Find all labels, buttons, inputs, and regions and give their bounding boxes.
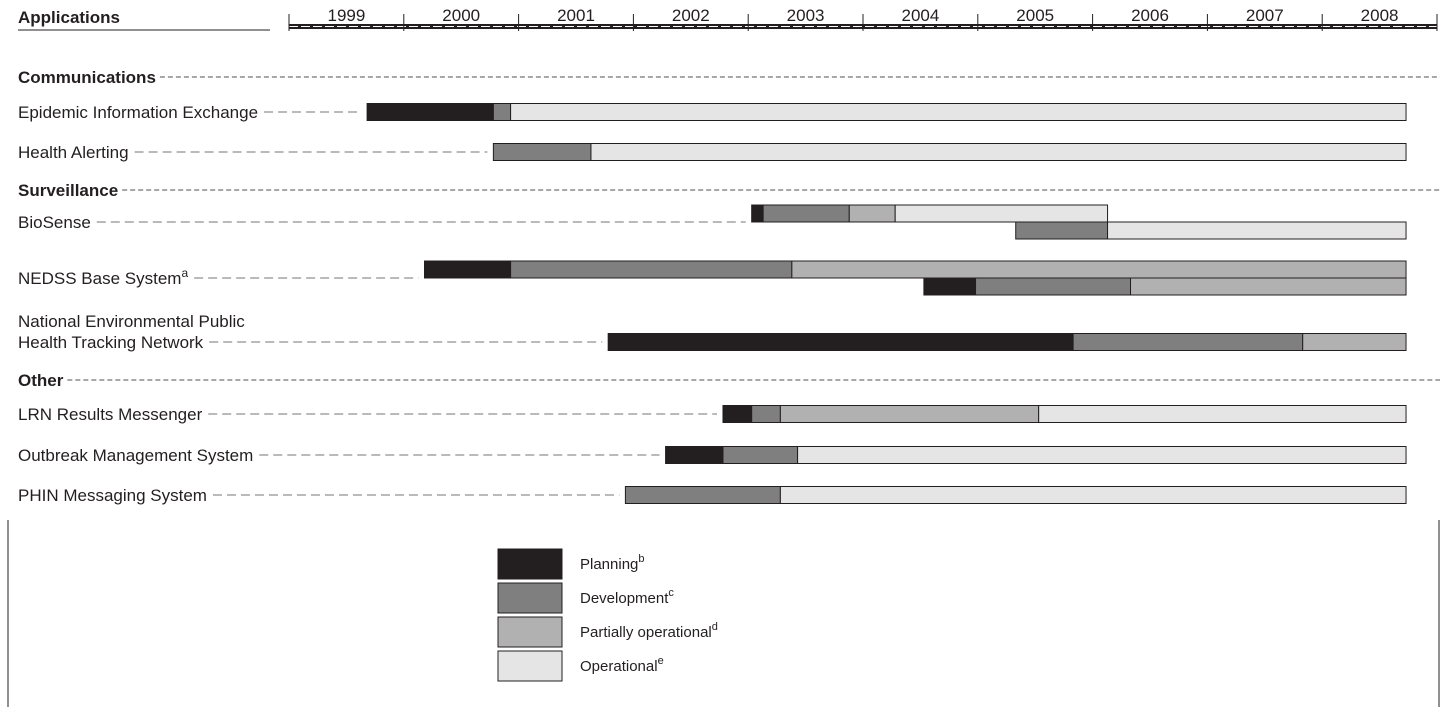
row-label: LRN Results Messenger	[18, 405, 203, 424]
row-label: PHIN Messaging System	[18, 486, 207, 505]
row-label: Epidemic Information Exchange	[18, 103, 258, 122]
row-label: Outbreak Management System	[18, 446, 253, 465]
row-1-0-track2-segment-operational	[1107, 221, 1407, 240]
row-1-0-track2-segment-development	[1015, 221, 1109, 240]
year-label: 2007	[1246, 6, 1284, 25]
row-2-1-segment-operational	[797, 446, 1407, 464]
row-2-1-segment-development	[722, 446, 799, 464]
row-label: Health Alerting	[18, 143, 129, 162]
legend-superscript: c	[668, 587, 674, 599]
row-2-2-segment-development	[624, 486, 781, 504]
legend-swatch-operational	[497, 650, 563, 682]
legend-swatch-development	[497, 582, 563, 614]
row-1-1-segment-partial	[791, 260, 1407, 279]
row-1-1-segment-planning	[424, 260, 512, 279]
row-1-0-segment-operational	[894, 204, 1109, 223]
legend-superscript: b	[638, 553, 644, 565]
year-label: 2006	[1131, 6, 1169, 25]
year-label: 2003	[787, 6, 825, 25]
year-label: 2000	[442, 6, 480, 25]
row-label: NEDSS Base Systema	[18, 266, 188, 288]
legend-label-development: Developmentc	[580, 587, 674, 607]
group-title: Communications	[18, 68, 156, 87]
year-label: 2002	[672, 6, 710, 25]
legend-label-planning: Planningb	[580, 553, 645, 573]
year-label: 1999	[327, 6, 365, 25]
year-label: 2001	[557, 6, 595, 25]
row-2-0-segment-partial	[779, 405, 1040, 423]
row-0-1-segment-operational	[590, 143, 1407, 161]
row-2-0-segment-operational	[1038, 405, 1407, 423]
row-1-0-segment-planning	[751, 204, 764, 223]
row-label: BioSense	[18, 213, 91, 232]
year-label: 2005	[1016, 6, 1054, 25]
year-label: 2008	[1361, 6, 1399, 25]
row-1-1-track2-segment-planning	[923, 277, 977, 296]
legend-swatch-planning	[497, 548, 563, 580]
legend-swatch-partial	[497, 616, 563, 648]
row-2-0-segment-development	[751, 405, 781, 423]
row-1-2-segment-partial	[1302, 333, 1407, 351]
row-label-superscript: a	[181, 266, 188, 280]
legend-superscript: e	[658, 655, 664, 667]
applications-header: Applications	[18, 8, 120, 27]
legend-label-operational: Operationale	[580, 655, 664, 675]
row-1-1-track2-segment-partial	[1130, 277, 1407, 296]
row-1-1-segment-development	[510, 260, 793, 279]
year-label: 2004	[901, 6, 939, 25]
row-2-2-segment-operational	[779, 486, 1407, 504]
group-title: Surveillance	[18, 181, 118, 200]
row-0-0-segment-planning	[366, 103, 494, 121]
row-0-0-segment-development	[492, 103, 512, 121]
group-title: Other	[18, 371, 64, 390]
row-1-2-segment-planning	[607, 333, 1074, 351]
row-1-0-segment-partial	[848, 204, 896, 223]
row-1-1-track2-segment-development	[975, 277, 1132, 296]
row-1-0-segment-development	[762, 204, 850, 223]
row-2-0-segment-planning	[722, 405, 753, 423]
row-0-0-segment-operational	[510, 103, 1407, 121]
row-1-2-segment-development	[1072, 333, 1304, 351]
row-label-line2: Health Tracking Network	[18, 333, 204, 352]
row-2-1-segment-planning	[665, 446, 724, 464]
legend-superscript: d	[712, 621, 718, 633]
legend-label-partial: Partially operationald	[580, 621, 718, 641]
row-label: National Environmental Public	[18, 312, 245, 331]
row-0-1-segment-development	[492, 143, 592, 161]
